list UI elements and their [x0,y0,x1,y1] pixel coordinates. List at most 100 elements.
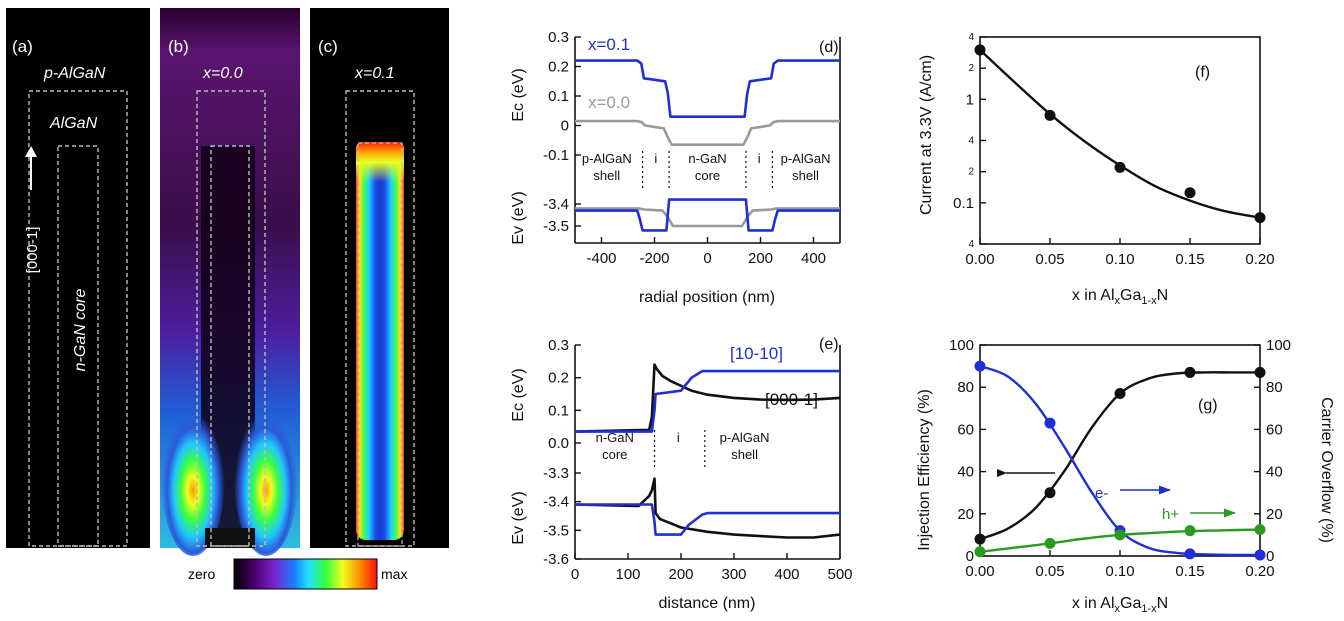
y-tick-label: 0.1 [953,195,974,212]
series-line-black [574,363,841,433]
y-tick-label: -3.5 [543,522,569,539]
chart-f-plot-area: 0.00 0.05 0.10 0.15 0.20 4 2 1 4 2 0.1 4 [953,32,1274,268]
data-point-blue [974,360,986,372]
x-tick-label: 0.10 [1105,251,1134,268]
y-tick-label: -3.4 [543,494,569,511]
y-tick-label: 0.1 [548,402,569,419]
data-point-blue [1254,549,1266,561]
y-tick-label: 0.3 [548,337,569,354]
chart-d-top-ylabel: Ec (eV) [510,68,527,121]
y-tick-label-right: 100 [1266,337,1291,354]
y-tick-label: 0.2 [548,59,569,76]
y-tick-label: -3.4 [543,196,569,213]
series-line-blue [575,59,840,118]
data-point [1044,109,1056,121]
region-label: i [654,151,657,166]
y-tick-label: 0.1 [548,88,569,105]
y-tick-label: 4 [968,136,974,147]
data-point-green [1044,537,1056,549]
x-tick-label: 200 [748,250,773,267]
x-tick-label: 0.20 [1245,563,1274,580]
y-tick-label: 4 [968,32,974,43]
region-label: p-AlGaN [720,430,770,445]
chart-f: 0.00 0.05 0.10 0.15 0.20 4 2 1 4 2 0.1 4 (f) Curren… [918,32,1275,307]
panel-a-background [6,8,150,548]
chart-f-letter: (f) [1195,64,1210,81]
x-tick-label: 100 [615,566,640,583]
y-tick-label-left: 80 [957,379,974,396]
y-tick-label-right: 40 [1266,464,1283,481]
y-tick-label: -3.3 [543,465,569,482]
chart-f-xlabel: x in AlxGa1-xN [1072,287,1168,307]
y-tick-label: 4 [968,239,974,250]
core-outline [57,145,99,547]
x-tick-label: -200 [639,250,669,267]
y-tick-label-right: 0 [1266,548,1274,565]
y-tick-label: 2 [968,63,974,74]
data-point-green [1184,525,1196,537]
chart-g-electron-label: e- [1095,485,1108,502]
fit-curve [979,49,1261,219]
y-tick-label-left: 20 [957,506,974,523]
region-label: p-AlGaN [781,151,831,166]
panel-b: (b) x=0.0 [160,8,300,556]
chart-e-bottom-ylabel: Ev (eV) [510,491,527,544]
x-tick-label: 0.20 [1245,251,1274,268]
region-label: i [677,430,680,445]
y-tick-label-right: 60 [1266,421,1283,438]
y-tick-label-right: 80 [1266,379,1283,396]
series-line-blue [575,369,840,433]
x-tick-label: 0.10 [1105,563,1134,580]
y-tick-label: 0.0 [548,435,569,452]
x-tick-label: 300 [721,566,746,583]
x-tick-label: 0.00 [965,563,994,580]
chart-d-letter: (d) [819,39,839,56]
region-label: shell [792,168,819,183]
y-tick-label: 2 [968,167,974,178]
panel-c-label: x=0.1 [354,65,395,82]
data-point-black [1044,487,1056,499]
y-tick-label-left: 0 [966,548,974,565]
region-label: n-GaN [596,430,634,445]
core-label: n-GaN core [72,289,89,372]
series-line-black [574,477,841,539]
panel-c-core-outline [357,142,403,547]
chart-e-legend-blue: [10-10] [730,344,783,363]
x-tick-label: 0.15 [1175,251,1204,268]
data-point-blue [1184,548,1196,560]
x-tick-label: 0 [571,566,579,583]
chart-g-left-ylabel: Injection Efficiency (%) [916,389,933,551]
x-tick-label: 500 [827,566,852,583]
data-point-black [1114,388,1126,400]
data-point-green [1114,529,1126,541]
chart-d-plot-area: -400 -200 0 200 400 0.3 0.2 0.1 0 -0.1 -3.4 -3.5 p-A… [543,29,841,267]
colorbar-max-label: max [381,566,407,582]
chart-g-letter: (g) [1198,397,1218,414]
y-tick-label: 0.2 [548,370,569,387]
x-tick-label: 0.15 [1175,563,1204,580]
colorbar-min-label: zero [188,566,215,582]
data-point-green [974,546,986,558]
chart-e-plot-area: 0 100 200 300 400 500 0.3 0.2 0.1 0.0 -3.3 -3.4 -3.5… [543,337,852,583]
y-tick-label-left: 100 [949,337,974,354]
data-point-black [974,533,986,545]
panel-c-core-density [356,142,404,540]
panel-b-base [205,528,255,548]
right-lobe [234,400,298,556]
panel-b-letter: (b) [168,37,189,56]
chart-g-xlabel: x in AlxGa1-xN [1072,595,1168,615]
x-tick-label: -400 [586,250,616,267]
plot-frame [979,36,1261,245]
chart-e: 0 100 200 300 400 500 0.3 0.2 0.1 0.0 -3.3 -3.4 -3.5… [510,336,853,612]
colorbar: zero max [188,558,407,590]
chart-f-ylabel: Current at 3.3V (A/cm) [918,55,935,215]
y-tick-label-right: 20 [1266,506,1283,523]
region-label: i [758,151,761,166]
y-tick-label: -0.1 [543,147,569,164]
region-label: p-AlGaN [582,151,632,166]
data-point-blue [1044,417,1056,429]
y-tick-label-left: 40 [957,464,974,481]
